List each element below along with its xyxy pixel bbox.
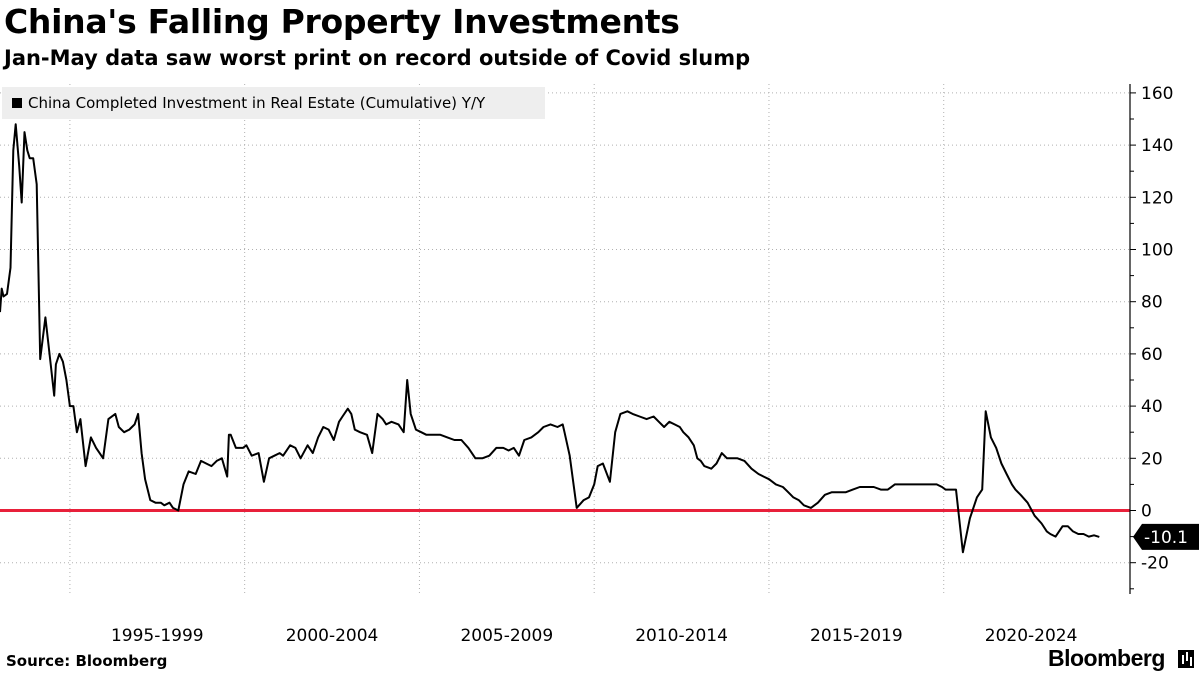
x-tick-label: 2005-2009 <box>460 626 553 646</box>
last-value-callout-box <box>1133 523 1199 550</box>
y-tick-label: 20 <box>1141 449 1163 469</box>
y-tick-label: 40 <box>1141 397 1163 417</box>
x-axis-ticks: 1995-1999 2000-2004 2005-2009 2010-2014 2015… <box>111 626 1077 646</box>
legend-swatch <box>12 98 22 108</box>
y-tick-label: 100 <box>1141 241 1173 261</box>
x-tick-label: 1995-1999 <box>111 626 204 646</box>
legend: China Completed Investment in Real Estat… <box>2 87 545 119</box>
x-tick-label: 2000-2004 <box>286 626 379 646</box>
bloomberg-badge-icon <box>1178 650 1194 668</box>
x-tick-label: 2015-2019 <box>810 626 903 646</box>
x-tick-label: 2020-2024 <box>985 626 1078 646</box>
y-axis-ticks: -20 0 20 40 60 80 100 120 140 160 <box>1130 84 1173 590</box>
source-note: Source: Bloomberg <box>6 652 168 670</box>
last-value-label: -10.1 <box>1144 528 1188 548</box>
y-tick-label: 0 <box>1141 502 1152 522</box>
bloomberg-logo: Bloomberg <box>1048 645 1165 671</box>
y-tick-label: 120 <box>1141 188 1173 208</box>
chart-title: China's Falling Property Investments <box>4 2 680 41</box>
y-tick-label: 160 <box>1141 84 1173 104</box>
chart-subtitle: Jan-May data saw worst print on record o… <box>4 46 751 70</box>
y-tick-label: 140 <box>1141 136 1173 156</box>
series-line <box>0 123 1100 554</box>
legend-label: China Completed Investment in Real Estat… <box>28 94 486 112</box>
x-tick-label: 2010-2014 <box>635 626 728 646</box>
gridlines <box>0 84 1130 594</box>
y-tick-label: -20 <box>1141 554 1169 574</box>
last-value-callout: -10.1 <box>1133 523 1199 550</box>
y-tick-label: 80 <box>1141 293 1163 313</box>
y-tick-label: 60 <box>1141 345 1163 365</box>
